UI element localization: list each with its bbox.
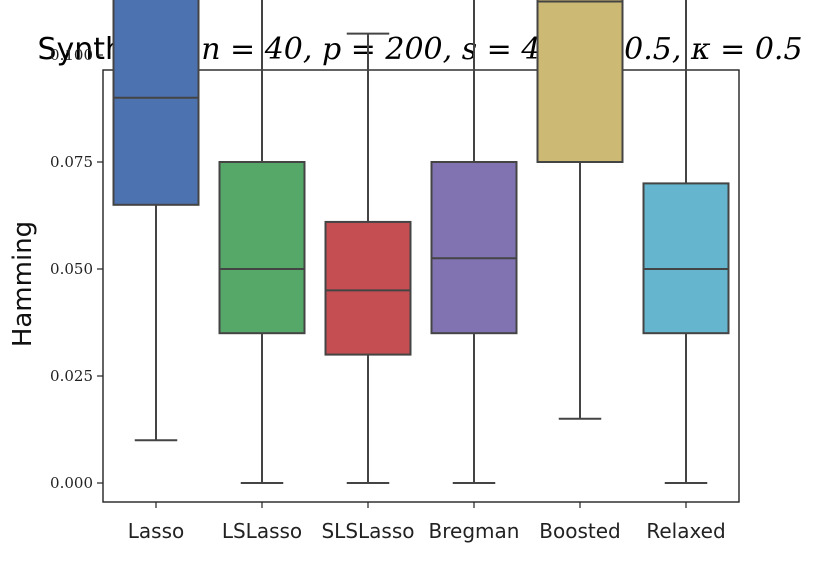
x-tick-label-lasso: Lasso [128, 519, 184, 543]
y-tick-label: 0.050 [50, 260, 93, 278]
y-tick-label: 0.000 [50, 474, 93, 492]
x-tick-label-boosted: Boosted [539, 519, 620, 543]
x-tick-label-bregman: Bregman [429, 519, 520, 543]
x-tick-label-slslasso: SLSLasso [321, 519, 414, 543]
plot-area: 0.0000.0250.0500.0750.1000.1250.1500.175… [50, 0, 740, 543]
box-relaxed [642, 182, 730, 335]
y-tick-label: 0.100 [50, 46, 93, 64]
x-tick-label-relaxed: Relaxed [646, 519, 725, 543]
y-axis-label: Hamming [8, 221, 38, 347]
box-slslasso [324, 220, 412, 356]
box-boosted [536, 0, 624, 163]
box-bregman [430, 161, 518, 335]
box-lasso [112, 0, 200, 206]
axes-frame [102, 69, 740, 503]
y-tick-label: 0.075 [50, 153, 93, 171]
y-tick-label: 0.025 [50, 367, 93, 385]
box-lslasso [218, 161, 306, 335]
chart-title-params: n = 40, p = 200, s = 4, σ = 0.5, κ = 0.5 [201, 32, 802, 67]
x-tick-label-lslasso: LSLasso [222, 519, 302, 543]
